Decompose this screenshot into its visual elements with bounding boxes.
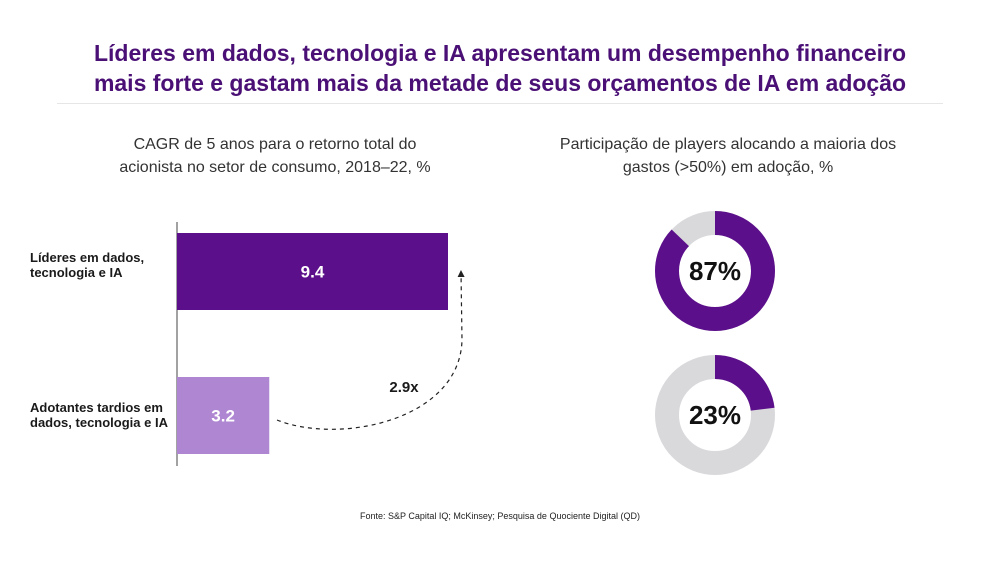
donut-chart-title-line-2: gastos (>50%) em adoção, %	[622, 159, 834, 176]
bar-1	[177, 377, 270, 454]
bar-chart-title: CAGR de 5 anos para o retorno total do a…	[55, 133, 495, 179]
title-line-2: mais forte e gastam mais da metade de se…	[93, 70, 907, 96]
title-line-1: Líderes em dados, tecnologia e IA aprese…	[93, 40, 907, 66]
bar-0	[177, 233, 448, 310]
bar-chart: 9.4 3.2	[177, 233, 448, 454]
donut-value-label-1: 23%	[689, 400, 741, 430]
donut-chart-title: Participação de players alocando a maior…	[508, 133, 948, 179]
title-divider	[57, 103, 943, 104]
bar-value-label-1: 3.2	[211, 407, 235, 426]
source-note: Fonte: S&P Capital IQ; McKinsey; Pesquis…	[360, 511, 640, 521]
donut-slice-0	[655, 211, 775, 331]
bar-category-label-laggards: Adotantes tardios em dados, tecnologia e…	[30, 400, 168, 430]
donut-slice-1	[655, 355, 775, 475]
bar-chart-title-line-2: acionista no setor de consumo, 2018–22, …	[119, 159, 431, 176]
donut-value-label-0: 87%	[689, 256, 741, 286]
multiplier-annotation: 2.9x	[389, 379, 419, 396]
bar-value-label-0: 9.4	[301, 263, 325, 282]
bar-chart-title-line-1: CAGR de 5 anos para o retorno total do	[133, 136, 417, 153]
page-title: Líderes em dados, tecnologia e IA aprese…	[0, 38, 1000, 98]
bar-category-label-leaders: Líderes em dados, tecnologia e IA	[30, 250, 145, 280]
donut-chart-title-line-1: Participação de players alocando a maior…	[559, 136, 897, 153]
donut-charts: 87% 23%	[655, 211, 775, 475]
